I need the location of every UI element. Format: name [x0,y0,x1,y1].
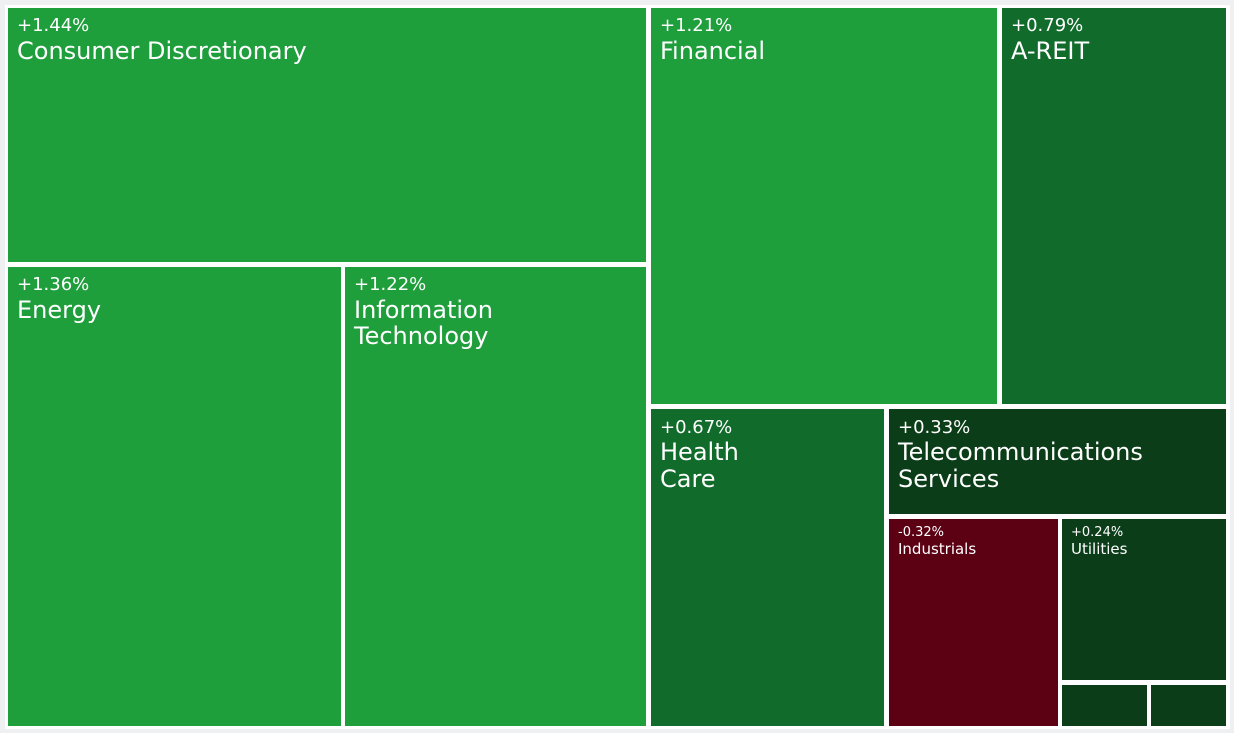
sector-treemap: +1.44% Consumer Discretionary +1.36% Energy… [5,5,1230,729]
tile-change-label: -0.32% [898,525,944,540]
tile-sector-label: Utilities [1071,540,1128,558]
tile-industrials[interactable]: -0.32% Industrials [889,519,1058,726]
tile-telecommunications-services[interactable]: +0.33% Telecommunications Services [889,409,1226,514]
tile-sector-label: Financial [660,37,766,65]
tile-information-technology[interactable]: +1.22% Information Technology [345,267,646,726]
tile-sector-label: Consumer Discretionary [17,37,307,65]
tile-change-label: +1.21% [660,15,733,36]
tile-financial[interactable]: +1.21% Financial [651,8,997,404]
tile-energy[interactable]: +1.36% Energy [8,267,341,726]
tile-sector-label: Industrials [898,540,977,558]
tile-sector-label: Energy [17,296,102,324]
tile-change-label: +0.33% [898,417,971,438]
tile-change-label: +1.36% [17,274,90,295]
tile-change-label: +1.44% [17,15,90,36]
tile-unlabeled-2[interactable] [1151,685,1226,726]
tile-change-label: +0.67% [660,417,733,438]
tile-utilities[interactable]: +0.24% Utilities [1062,519,1226,680]
tile-sector-label: Telecommunications Services [898,438,1143,493]
tile-health-care[interactable]: +0.67% Health Care [651,409,884,726]
tile-consumer-discretionary[interactable]: +1.44% Consumer Discretionary [8,8,646,262]
tile-sector-label: A-REIT [1011,37,1090,65]
tile-sector-label: Health Care [660,438,739,493]
tile-unlabeled-1[interactable] [1062,685,1147,726]
tile-sector-label: Information Technology [354,296,493,350]
tile-change-label: +0.79% [1011,15,1084,36]
tile-change-label: +0.24% [1071,525,1124,540]
tile-change-label: +1.22% [354,274,427,295]
tile-a-reit[interactable]: +0.79% A-REIT [1002,8,1226,404]
